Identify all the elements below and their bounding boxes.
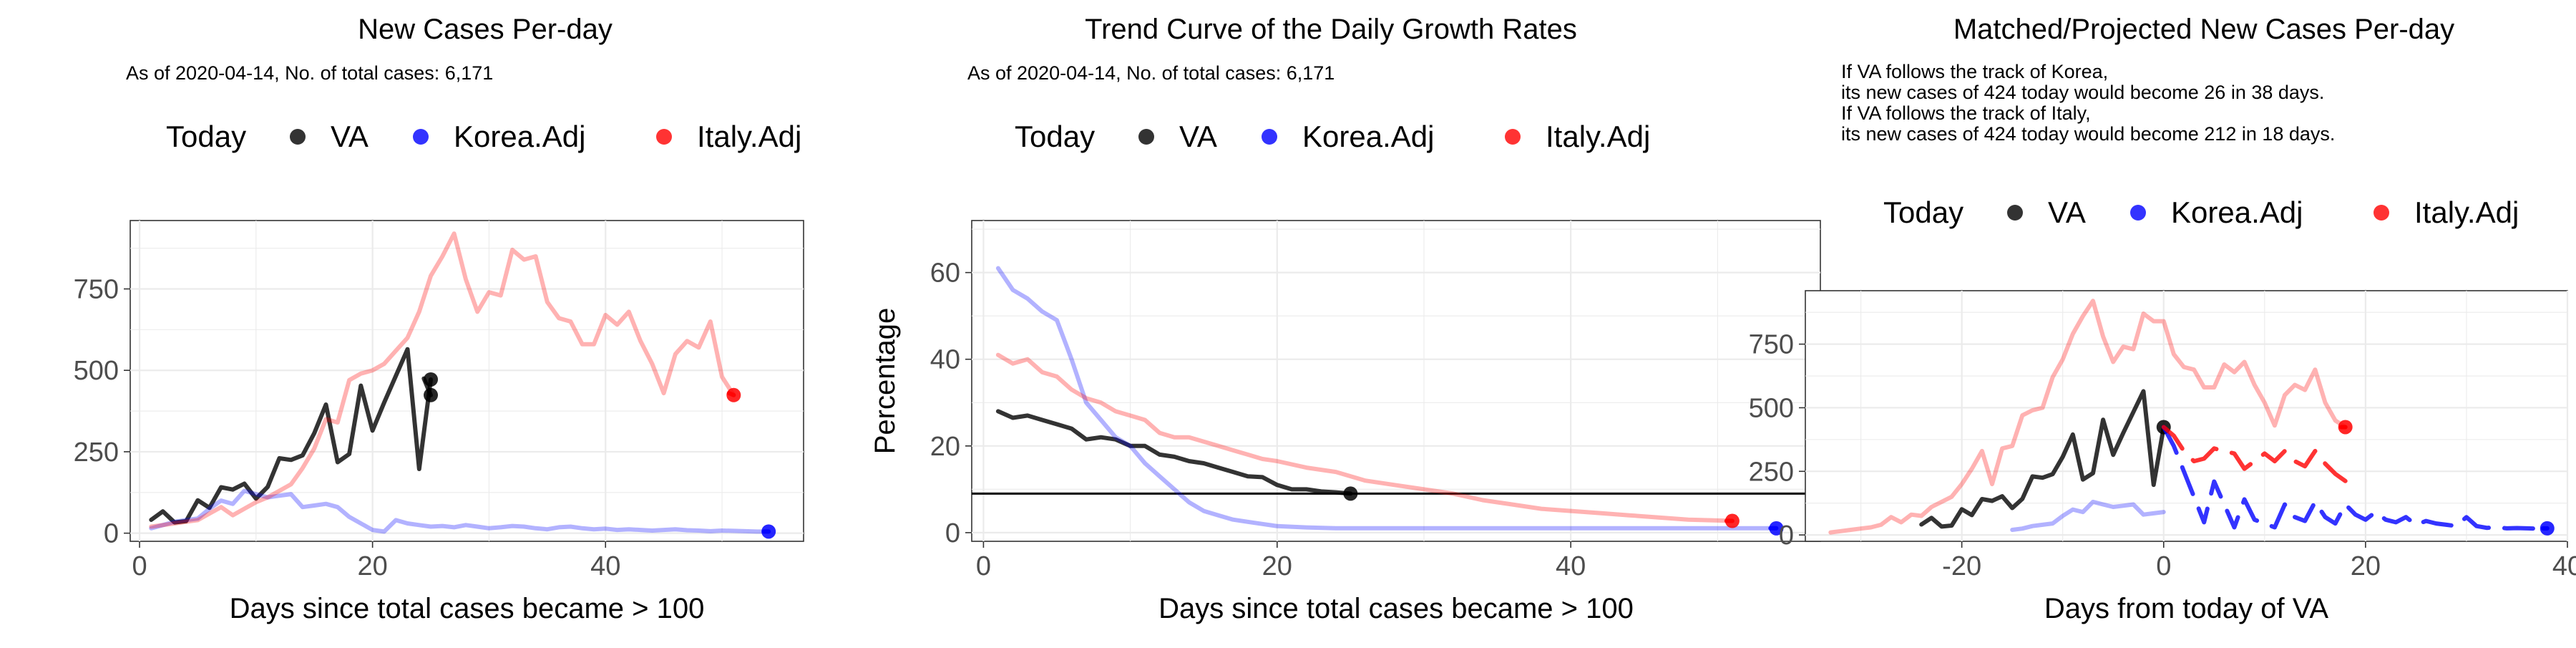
legend-marker xyxy=(1262,129,1277,145)
chart-legend: Today VA Korea.Adj Italy.Adj xyxy=(166,120,801,153)
y-tick-label: 500 xyxy=(74,356,119,386)
legend-title: Today xyxy=(1015,120,1095,153)
legend-marker xyxy=(2007,205,2023,221)
va-series-line xyxy=(149,347,433,525)
legend-label: Italy.Adj xyxy=(1546,120,1650,153)
legend-marker xyxy=(290,129,306,145)
track-series-line xyxy=(2161,425,2348,483)
y-tick-label: 0 xyxy=(104,519,119,549)
x-tick-label: 0 xyxy=(976,551,991,581)
legend-label: Korea.Adj xyxy=(454,120,585,153)
x-axis-label: Days since total cases became > 100 xyxy=(230,593,705,624)
chart-panel-1: New Cases Per-day As of 2020-04-14, No. o… xyxy=(74,14,804,624)
chart-panel-2: Trend Curve of the Daily Growth Rates As … xyxy=(869,14,1821,624)
x-axis-label: Days from today of VA xyxy=(2044,593,2329,624)
x-tick-label: 20 xyxy=(357,551,387,581)
y-tick-label: 250 xyxy=(1749,457,1794,487)
today-point xyxy=(2540,521,2555,536)
x-axis-label: Days since total cases became > 100 xyxy=(1158,593,1634,624)
plot-area xyxy=(1805,290,2568,542)
today-point xyxy=(1724,513,1740,528)
y-tick-label: 0 xyxy=(1779,521,1794,551)
legend-label: Korea.Adj xyxy=(2171,195,2303,229)
x-tick-label: -20 xyxy=(1942,551,1981,581)
today-point xyxy=(1343,486,1358,501)
y-axis-label: Percentage xyxy=(869,308,901,455)
series-group xyxy=(995,266,1784,536)
x-tick-label: 0 xyxy=(132,551,147,581)
y-tick-label: 250 xyxy=(74,437,119,468)
x-tick-label: 40 xyxy=(2552,551,2576,581)
y-tick-label: 60 xyxy=(930,258,960,289)
chart-title: New Cases Per-day xyxy=(358,14,613,45)
va-series-line xyxy=(995,409,1353,496)
chart-subtitle-line: its new cases of 424 today would become … xyxy=(1841,82,2324,103)
track-series-line xyxy=(2010,499,2166,532)
grid xyxy=(972,221,1820,541)
legend-label: Italy.Adj xyxy=(697,120,801,153)
chart-legend: Today VA Korea.Adj Italy.Adj xyxy=(1883,195,2519,229)
chart-title: Matched/Projected New Cases Per-day xyxy=(1953,14,2454,45)
y-tick-label: 500 xyxy=(1749,393,1794,423)
track-series-line xyxy=(1828,299,2348,535)
legend-label: VA xyxy=(2048,195,2086,229)
series-group xyxy=(1828,299,2555,536)
chart-subtitle-line: If VA follows the track of Korea, xyxy=(1841,61,2108,82)
series-group xyxy=(149,231,776,539)
track-series-line xyxy=(2161,425,2550,531)
chart-subtitle-line: its new cases of 424 today would become … xyxy=(1841,123,2335,145)
korea-adj-series-line xyxy=(149,488,771,534)
y-tick-label: 40 xyxy=(930,345,960,375)
chart-subtitle-line: If VA follows the track of Italy, xyxy=(1841,102,2091,124)
y-tick-label: 750 xyxy=(74,275,119,305)
legend-marker xyxy=(2130,205,2146,221)
today-point xyxy=(2338,420,2353,435)
legend-marker xyxy=(2373,205,2389,221)
plot-area xyxy=(971,220,1821,542)
y-tick-label: 0 xyxy=(945,518,960,548)
x-tick-label: 40 xyxy=(1556,551,1586,581)
legend-label: VA xyxy=(331,120,369,153)
chart-subtitle: As of 2020-04-14, No. of total cases: 6,… xyxy=(126,62,493,84)
va-series-line xyxy=(1919,389,2166,529)
chart-subtitle: As of 2020-04-14, No. of total cases: 6,… xyxy=(967,62,1335,84)
chart-title: Trend Curve of the Daily Growth Rates xyxy=(1085,14,1577,45)
plot-area xyxy=(130,220,804,542)
legend-label: Italy.Adj xyxy=(2414,195,2519,229)
today-point xyxy=(424,387,439,402)
legend-title: Today xyxy=(1883,195,1963,229)
x-tick-label: 20 xyxy=(1262,551,1292,581)
chart-panel-3: Matched/Projected New Cases Per-day If VA… xyxy=(1749,14,2576,624)
legend-title: Today xyxy=(166,120,246,153)
italy-adj-series-line xyxy=(149,231,736,529)
today-point xyxy=(1769,521,1784,536)
y-tick-label: 750 xyxy=(1749,330,1794,360)
grid xyxy=(1805,291,2569,541)
legend-marker xyxy=(1138,129,1154,145)
italy-adj-series-line xyxy=(995,352,1735,523)
chart-legend: Today VA Korea.Adj Italy.Adj xyxy=(1015,120,1650,153)
legend-marker xyxy=(656,129,672,145)
grid xyxy=(130,221,804,541)
today-point xyxy=(726,387,741,402)
legend-label: Korea.Adj xyxy=(1302,120,1434,153)
x-tick-label: 20 xyxy=(2351,551,2381,581)
y-tick-label: 20 xyxy=(930,432,960,462)
legend-label: VA xyxy=(1179,120,1217,153)
today-point xyxy=(761,524,776,539)
x-tick-label: 0 xyxy=(2156,551,2171,581)
legend-marker xyxy=(413,129,429,145)
x-tick-label: 40 xyxy=(590,551,620,581)
korea-adj-series-line xyxy=(995,266,1779,531)
legend-marker xyxy=(1505,129,1521,145)
